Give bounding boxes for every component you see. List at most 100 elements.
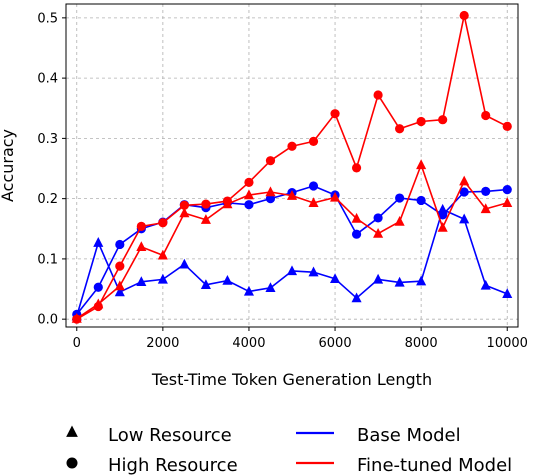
data-point xyxy=(201,199,211,209)
plot-frame xyxy=(65,3,519,328)
data-point xyxy=(502,197,513,208)
data-point xyxy=(265,156,276,166)
data-point xyxy=(330,191,341,202)
data-point xyxy=(114,286,125,297)
data-point xyxy=(157,273,168,284)
x-tick-label: 4000 xyxy=(232,336,265,351)
data-point xyxy=(480,203,491,214)
data-point xyxy=(502,121,512,131)
data-point xyxy=(265,194,276,204)
y-tick-label: 0.1 xyxy=(37,252,58,267)
data-point xyxy=(265,186,276,197)
x-tick-label: 2000 xyxy=(146,336,179,351)
legend: Low Resource High Resource Base Model Fi… xyxy=(66,425,512,476)
x-axis-label: Test-Time Token Generation Length xyxy=(151,370,432,389)
data-point xyxy=(93,237,104,247)
data-point xyxy=(265,282,276,293)
data-point xyxy=(373,90,383,100)
series-3 xyxy=(72,10,512,324)
data-point xyxy=(308,136,319,146)
data-point xyxy=(416,116,426,127)
legend-label-low-resource: Low Resource xyxy=(108,425,232,446)
data-point xyxy=(502,288,513,299)
data-point xyxy=(351,212,362,223)
data-point xyxy=(459,10,469,21)
legend-triangle-marker xyxy=(66,425,78,437)
grid xyxy=(66,4,518,327)
data-point xyxy=(179,258,190,269)
series-1 xyxy=(72,181,512,319)
series-2 xyxy=(71,159,513,323)
data-point xyxy=(481,186,491,197)
data-point xyxy=(243,285,254,296)
legend-label-high-resource: High Resource xyxy=(108,455,238,476)
data-point xyxy=(286,265,298,276)
data-point xyxy=(438,115,448,125)
data-point xyxy=(351,292,362,303)
data-point xyxy=(351,163,362,173)
data-point xyxy=(222,274,233,285)
x-tick-label: 0 xyxy=(73,336,81,351)
data-point xyxy=(222,196,233,206)
data-point xyxy=(200,279,211,290)
y-tick-label: 0.4 xyxy=(37,72,58,87)
data-point xyxy=(179,207,190,218)
data-point xyxy=(286,190,298,200)
axis-ticks: 0 2000 4000 6000 8000 10000 0.0 0.1 0.2 0.3 0.4 0.5 xyxy=(37,11,528,351)
data-point xyxy=(459,187,469,197)
data-point xyxy=(416,275,427,286)
data-point xyxy=(115,261,125,271)
data-point xyxy=(308,181,319,191)
data-point xyxy=(308,197,319,208)
data-point xyxy=(459,175,470,186)
legend-label-base-model: Base Model xyxy=(357,425,461,446)
y-tick-label: 0.0 xyxy=(37,313,58,328)
data-point xyxy=(243,189,254,200)
data-point xyxy=(308,266,319,277)
data-point xyxy=(330,273,341,283)
x-tick-label: 6000 xyxy=(319,336,352,351)
data-point xyxy=(93,282,103,292)
data-point xyxy=(136,221,146,231)
data-point xyxy=(394,215,405,226)
data-point xyxy=(244,177,254,187)
data-point xyxy=(114,280,125,291)
data-point xyxy=(438,210,448,220)
data-point xyxy=(179,200,189,210)
data-point xyxy=(158,218,168,228)
data-point xyxy=(459,213,470,224)
data-point xyxy=(437,221,448,232)
data-point xyxy=(373,227,384,238)
series-group xyxy=(71,10,513,324)
data-point xyxy=(480,279,491,290)
data-point xyxy=(136,241,147,252)
y-tick-label: 0.3 xyxy=(37,132,58,147)
data-point xyxy=(394,276,405,287)
data-point xyxy=(330,109,340,119)
data-point xyxy=(93,301,103,312)
data-point xyxy=(395,124,405,134)
data-point xyxy=(244,200,254,210)
y-tick-label: 0.2 xyxy=(37,192,58,207)
legend-circle-marker xyxy=(66,457,78,469)
series-0 xyxy=(71,203,513,321)
data-point xyxy=(481,110,491,121)
y-tick-label: 0.5 xyxy=(37,11,58,26)
legend-label-fine-tuned-model: Fine-tuned Model xyxy=(357,455,512,476)
y-axis-label: Accuracy xyxy=(0,129,17,202)
data-point xyxy=(115,239,125,250)
data-point xyxy=(157,249,168,260)
data-point xyxy=(373,273,384,284)
data-point xyxy=(351,229,362,239)
data-point xyxy=(136,276,147,287)
data-point xyxy=(287,141,297,151)
data-point xyxy=(502,185,512,195)
data-point xyxy=(416,159,427,170)
x-tick-label: 10000 xyxy=(487,336,528,351)
data-point xyxy=(373,213,383,223)
data-point xyxy=(395,193,405,203)
data-point xyxy=(72,314,82,324)
data-point xyxy=(416,195,426,206)
x-tick-label: 8000 xyxy=(405,336,438,351)
data-point xyxy=(200,214,211,224)
